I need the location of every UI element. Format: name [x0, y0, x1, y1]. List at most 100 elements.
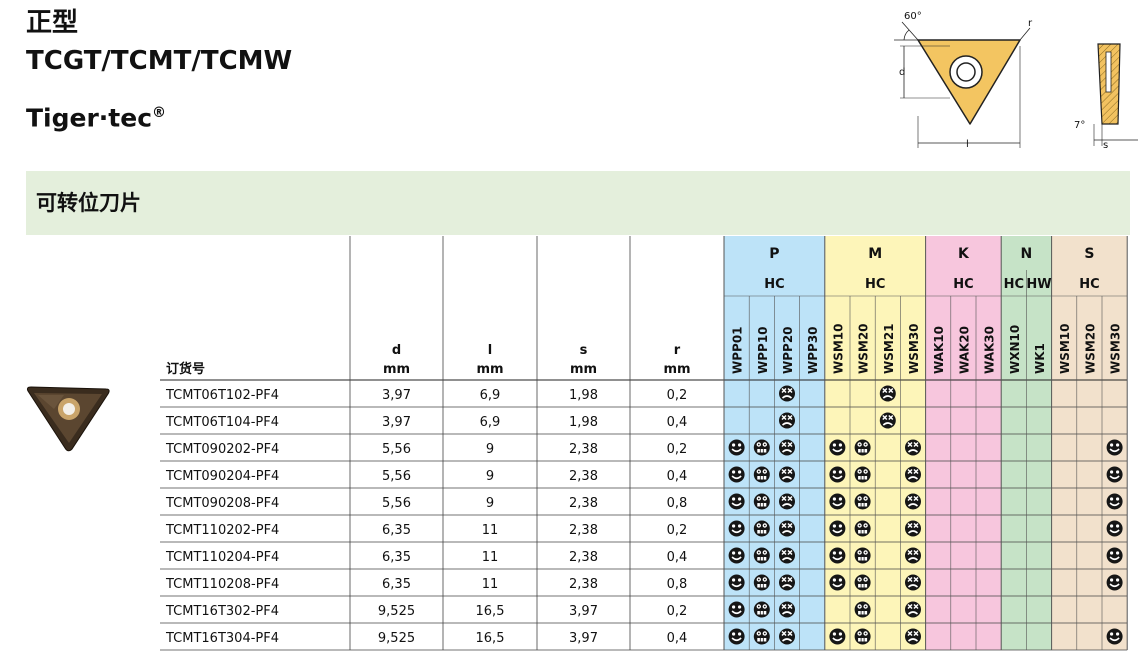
grade-suitable-icon: [753, 493, 770, 510]
insert-photo: [26, 386, 110, 452]
dim-value-l: 11: [482, 523, 499, 538]
dim-value-d: 9,525: [378, 604, 415, 619]
grade-recommended-icon: [728, 601, 745, 618]
clearance-angle-label: 7°: [1074, 120, 1085, 131]
dim-value-r: 0,8: [667, 496, 688, 511]
order-number: TCMT110202-PF4: [165, 523, 279, 538]
order-number: TCMT16T304-PF4: [165, 631, 279, 646]
radius-label: r: [1028, 18, 1033, 29]
grade-name-WAK10: WAK10: [932, 326, 946, 374]
grade-recommended-icon: [728, 466, 745, 483]
grade-alternative-icon: [779, 412, 795, 429]
group-sub-label: HW: [1026, 277, 1051, 292]
grade-recommended-icon: [728, 493, 745, 510]
dim-value-l: 6,9: [480, 415, 501, 430]
dim-value-r: 0,4: [667, 469, 688, 484]
grade-recommended-icon: [829, 520, 846, 537]
grade-suitable-icon: [753, 520, 770, 537]
order-number: TCMT090208-PF4: [165, 496, 279, 511]
grade-name-WXN10: WXN10: [1008, 325, 1022, 374]
grade-alternative-icon: [905, 628, 921, 645]
grade-recommended-icon: [1106, 466, 1123, 483]
dim-value-d: 6,35: [382, 550, 411, 565]
dim-value-r: 0,2: [667, 523, 688, 538]
dim-unit-d: mm: [383, 362, 410, 377]
order-number-header: 订货号: [166, 361, 205, 377]
dim-value-d: 3,97: [382, 415, 411, 430]
dim-value-l: 16,5: [476, 604, 505, 619]
group-code-N: N: [1021, 246, 1033, 262]
dim-value-s: 2,38: [569, 550, 598, 565]
grade-suitable-icon: [753, 574, 770, 591]
grade-suitable-icon: [753, 547, 770, 564]
dim-value-s: 3,97: [569, 604, 598, 619]
group-sub-label: HC: [1004, 277, 1024, 292]
section-title: 可转位刀片: [36, 191, 141, 215]
grade-name-WSM10: WSM10: [831, 323, 845, 374]
grade-alternative-icon: [879, 412, 896, 429]
grade-alternative-icon: [779, 385, 795, 402]
grade-name-WAK20: WAK20: [957, 326, 971, 374]
dim-unit-r: mm: [663, 362, 690, 377]
grade-suitable-icon: [753, 466, 770, 483]
grade-suitable-icon: [753, 439, 770, 456]
dim-value-d: 5,56: [382, 442, 411, 457]
dim-value-r: 0,4: [667, 550, 688, 565]
dim-value-s: 2,38: [569, 469, 598, 484]
grade-recommended-icon: [829, 439, 846, 456]
dim-value-r: 0,8: [667, 577, 688, 592]
order-number: TCMT16T302-PF4: [165, 604, 279, 619]
grade-alternative-icon: [905, 439, 921, 456]
material-group-K: [925, 236, 1002, 650]
grade-suitable-icon: [854, 601, 871, 618]
diameter-label: d: [899, 67, 905, 78]
page-title-codes: TCGT/TCMT/TCMW: [26, 46, 293, 76]
dim-value-d: 6,35: [382, 523, 411, 538]
grade-suitable-icon: [753, 628, 770, 645]
order-number: TCMT06T104-PF4: [165, 415, 279, 430]
dim-value-s: 2,38: [569, 442, 598, 457]
grade-alternative-icon: [779, 439, 795, 456]
dim-value-r: 0,4: [667, 631, 688, 646]
grade-recommended-icon: [1106, 493, 1123, 510]
dim-value-s: 2,38: [569, 523, 598, 538]
grade-name-WSM20: WSM20: [1083, 323, 1097, 374]
grade-suitable-icon: [854, 574, 871, 591]
grade-recommended-icon: [1106, 574, 1123, 591]
grade-recommended-icon: [728, 547, 745, 564]
length-label: l: [966, 139, 969, 150]
dim-value-l: 9: [486, 469, 494, 484]
order-number: TCMT06T102-PF4: [165, 388, 279, 403]
grade-suitable-icon: [854, 493, 871, 510]
grade-recommended-icon: [829, 574, 846, 591]
dim-value-l: 11: [482, 577, 499, 592]
group-code-M: M: [868, 246, 882, 262]
grade-recommended-icon: [728, 439, 745, 456]
dim-value-d: 9,525: [378, 631, 415, 646]
dim-value-s: 2,38: [569, 496, 598, 511]
grade-alternative-icon: [905, 601, 921, 618]
grade-name-WK1: WK1: [1033, 343, 1047, 374]
grade-name-WSM30: WSM30: [907, 323, 921, 374]
grade-alternative-icon: [779, 520, 795, 537]
grade-recommended-icon: [728, 628, 745, 645]
grade-alternative-icon: [879, 385, 896, 402]
dim-value-s: 2,38: [569, 577, 598, 592]
grade-name-WPP10: WPP10: [756, 326, 770, 374]
dim-unit-s: mm: [570, 362, 597, 377]
group-sub-label: HC: [764, 277, 784, 292]
grade-alternative-icon: [905, 520, 921, 537]
grade-alternative-icon: [779, 574, 795, 591]
grade-alternative-icon: [779, 466, 795, 483]
grade-name-WPP01: WPP01: [731, 326, 745, 374]
dim-value-r: 0,2: [667, 604, 688, 619]
order-number: TCMT110204-PF4: [165, 550, 279, 565]
dim-value-l: 9: [486, 442, 494, 457]
dim-header-r: r: [674, 343, 681, 358]
grade-alternative-icon: [905, 574, 921, 591]
dim-value-s: 1,98: [569, 415, 598, 430]
order-number: TCMT090204-PF4: [165, 469, 279, 484]
dim-value-l: 9: [486, 496, 494, 511]
dim-header-d: d: [392, 343, 401, 358]
